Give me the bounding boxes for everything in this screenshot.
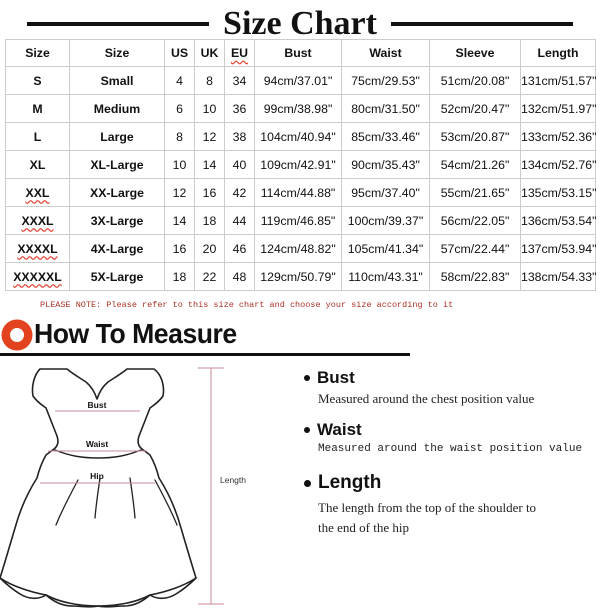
svg-text:Bust: Bust [88, 400, 107, 410]
svg-text:Length: Length [220, 475, 246, 485]
svg-text:Waist: Waist [86, 439, 109, 449]
svg-text:Hip: Hip [90, 471, 104, 481]
